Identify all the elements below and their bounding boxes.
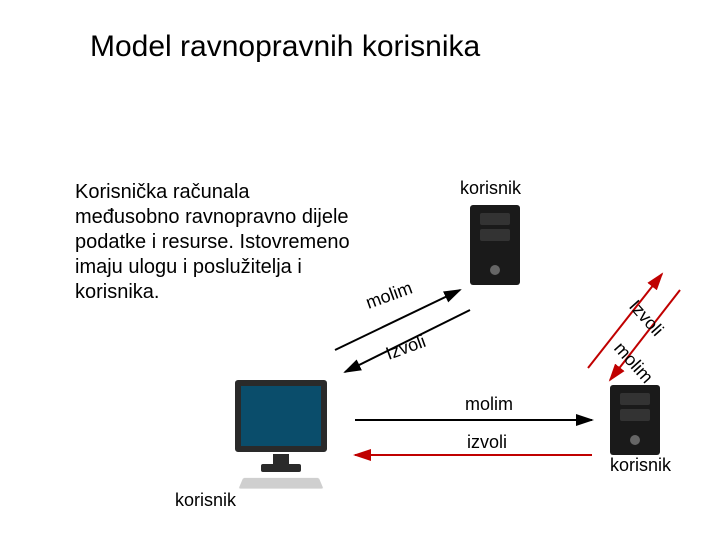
edge-label-left-right-molim: molim [465, 394, 513, 415]
node-label-right: korisnik [610, 455, 671, 476]
node-label-top: korisnik [460, 178, 521, 199]
edge-label-right-top-izvoli: Izvoli [624, 296, 667, 341]
computer-icon-left [235, 380, 327, 452]
slide-title: Model ravnopravnih korisnika [90, 30, 480, 64]
edge-label-top-left-izvoli: Izvoli [383, 331, 429, 365]
edge-label-right-left-izvoli: izvoli [467, 432, 507, 453]
node-label-left: korisnik [175, 490, 236, 511]
edge-label-top-right-molim: molim [609, 338, 657, 388]
computer-icon-top [470, 205, 520, 285]
slide: Model ravnopravnih korisnika Korisnička … [0, 0, 720, 540]
computer-icon-right [610, 385, 660, 455]
body-text: Korisnička računala međusobno ravnopravn… [75, 180, 355, 305]
edge-label-left-top-molim: molim [363, 278, 415, 314]
